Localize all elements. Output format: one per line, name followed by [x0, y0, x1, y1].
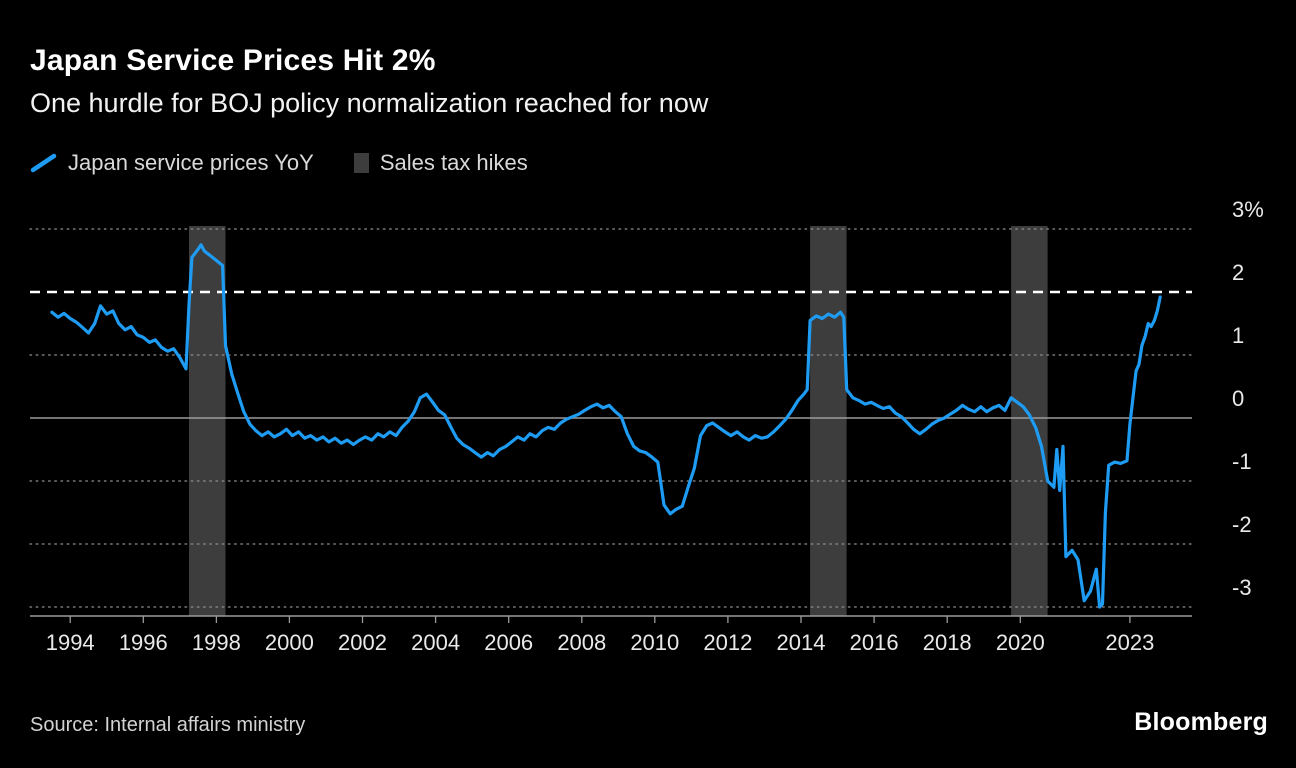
x-tick-label: 2004	[411, 630, 460, 655]
chart-legend: Japan service prices YoY Sales tax hikes	[30, 150, 528, 176]
y-axis-labels: 3% 2 1 0 -1 -2 -3	[1232, 197, 1264, 600]
x-tick-label: 1994	[46, 630, 95, 655]
tax-hike-band	[810, 226, 847, 616]
x-tick-label: 2010	[630, 630, 679, 655]
source-text: Source: Internal affairs ministry	[30, 714, 306, 736]
y-tick-label: 1	[1232, 323, 1244, 348]
gridlines	[29, 228, 1193, 608]
x-tick-label: 2016	[850, 630, 899, 655]
legend-item-series: Japan service prices YoY	[30, 150, 314, 176]
x-tick-label: 2020	[996, 630, 1045, 655]
x-tick-label: 2006	[484, 630, 533, 655]
y-tick-label: 3%	[1232, 197, 1264, 222]
y-tick-label: -1	[1232, 449, 1252, 474]
y-tick-label: 0	[1232, 386, 1244, 411]
legend-item-bands: Sales tax hikes	[353, 150, 528, 176]
page-title: Japan Service Prices Hit 2%	[30, 44, 436, 77]
series-line-japan-service-prices	[50, 243, 1162, 609]
legend-label-bands: Sales tax hikes	[379, 150, 528, 175]
x-tick-label: 2014	[777, 630, 826, 655]
band-swatch-icon	[353, 153, 369, 173]
x-tick-label: 1998	[192, 630, 241, 655]
x-tick-label: 2012	[703, 630, 752, 655]
tax-hike-band	[189, 226, 226, 616]
x-axis: 1994 1996 1998 2000 2002 2004 2006 2008 2010 2012…	[30, 615, 1192, 655]
page-subtitle: One hurdle for BOJ policy normalization …	[30, 88, 709, 118]
legend-label-series: Japan service prices YoY	[68, 150, 314, 175]
tax-hike-band	[1011, 226, 1048, 616]
y-tick-label: -2	[1232, 512, 1252, 537]
x-tick-label: 2000	[265, 630, 314, 655]
x-tick-label: 2002	[338, 630, 387, 655]
y-tick-label: 2	[1232, 260, 1244, 285]
x-tick-label: 1996	[119, 630, 168, 655]
line-chart: 1994 1996 1998 2000 2002 2004 2006 2008 2010 2012…	[29, 197, 1264, 655]
y-tick-label: -3	[1232, 575, 1252, 600]
line-series-swatch-icon	[30, 153, 57, 173]
bloomberg-logo: Bloomberg	[1134, 708, 1268, 736]
tax-hike-bands	[189, 226, 1048, 616]
x-tick-label: 2018	[923, 630, 972, 655]
x-tick-label: 2023	[1105, 630, 1154, 655]
x-tick-label: 2008	[557, 630, 606, 655]
